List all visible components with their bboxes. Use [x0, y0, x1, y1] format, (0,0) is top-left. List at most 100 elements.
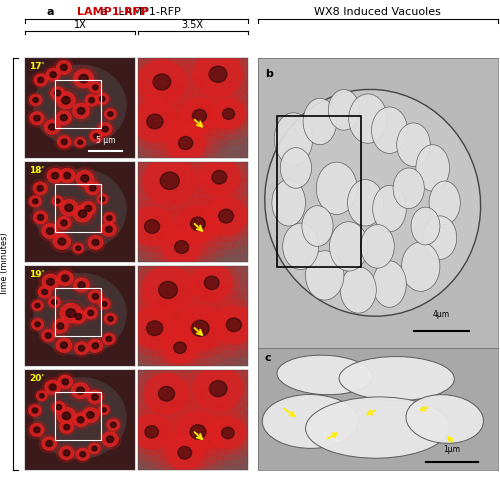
- Circle shape: [76, 246, 80, 251]
- Circle shape: [174, 342, 186, 353]
- Circle shape: [32, 300, 43, 311]
- Circle shape: [102, 301, 107, 306]
- Circle shape: [94, 91, 110, 107]
- Circle shape: [174, 240, 188, 253]
- Circle shape: [103, 333, 115, 345]
- Circle shape: [132, 307, 178, 349]
- Circle shape: [88, 290, 102, 303]
- Circle shape: [142, 156, 198, 206]
- Circle shape: [116, 293, 193, 363]
- Circle shape: [110, 422, 116, 427]
- Circle shape: [195, 368, 242, 410]
- Circle shape: [89, 444, 100, 454]
- Circle shape: [86, 181, 100, 195]
- Circle shape: [182, 176, 270, 256]
- Circle shape: [174, 305, 226, 352]
- Circle shape: [39, 327, 58, 344]
- Circle shape: [38, 271, 62, 293]
- Ellipse shape: [423, 216, 456, 259]
- Circle shape: [32, 199, 38, 204]
- Circle shape: [212, 305, 256, 345]
- Circle shape: [104, 313, 117, 324]
- Circle shape: [52, 196, 63, 206]
- Circle shape: [212, 170, 227, 184]
- Circle shape: [30, 317, 46, 332]
- Circle shape: [85, 205, 91, 211]
- Circle shape: [54, 90, 60, 96]
- Circle shape: [162, 331, 198, 364]
- Circle shape: [88, 390, 102, 404]
- Circle shape: [88, 310, 94, 315]
- Circle shape: [68, 307, 88, 326]
- Circle shape: [84, 307, 97, 319]
- Circle shape: [158, 290, 242, 367]
- Circle shape: [30, 423, 44, 436]
- Circle shape: [165, 124, 206, 162]
- Ellipse shape: [34, 65, 126, 147]
- Circle shape: [99, 429, 122, 449]
- Ellipse shape: [282, 223, 318, 270]
- Circle shape: [34, 115, 40, 121]
- Circle shape: [96, 93, 108, 105]
- Circle shape: [192, 365, 244, 412]
- Circle shape: [81, 202, 96, 215]
- Circle shape: [56, 166, 78, 185]
- Ellipse shape: [262, 395, 358, 448]
- Circle shape: [27, 92, 44, 108]
- Circle shape: [86, 288, 105, 305]
- Circle shape: [194, 82, 264, 145]
- Bar: [276, 116, 360, 267]
- Circle shape: [80, 452, 86, 457]
- Circle shape: [92, 343, 98, 348]
- Circle shape: [153, 74, 170, 90]
- Circle shape: [145, 426, 158, 438]
- Circle shape: [179, 97, 220, 134]
- Circle shape: [34, 74, 47, 86]
- Circle shape: [64, 450, 70, 456]
- Ellipse shape: [274, 113, 312, 165]
- Circle shape: [54, 404, 80, 428]
- Circle shape: [218, 209, 234, 223]
- Circle shape: [102, 408, 106, 412]
- Circle shape: [60, 64, 67, 71]
- Circle shape: [169, 244, 254, 322]
- Circle shape: [144, 267, 193, 312]
- Circle shape: [56, 338, 72, 352]
- Circle shape: [107, 419, 120, 431]
- Circle shape: [97, 194, 108, 204]
- Circle shape: [144, 314, 216, 381]
- Circle shape: [120, 351, 213, 436]
- Ellipse shape: [316, 162, 357, 215]
- Circle shape: [114, 130, 225, 231]
- Circle shape: [34, 182, 47, 194]
- Circle shape: [44, 120, 60, 134]
- Circle shape: [190, 425, 206, 439]
- Circle shape: [82, 305, 100, 321]
- Circle shape: [125, 94, 185, 149]
- Circle shape: [36, 284, 54, 300]
- Text: 19': 19': [30, 270, 45, 279]
- Circle shape: [190, 285, 278, 364]
- Circle shape: [104, 417, 122, 433]
- Circle shape: [90, 131, 102, 142]
- Circle shape: [62, 275, 68, 281]
- Circle shape: [137, 367, 196, 421]
- Circle shape: [73, 136, 88, 149]
- Circle shape: [146, 374, 188, 413]
- Circle shape: [102, 126, 108, 132]
- Circle shape: [210, 416, 246, 450]
- Circle shape: [92, 294, 98, 299]
- Circle shape: [74, 446, 92, 463]
- Circle shape: [98, 123, 112, 135]
- Circle shape: [27, 421, 46, 439]
- Text: a   LAMP1-RFP: a LAMP1-RFP: [102, 7, 181, 17]
- Ellipse shape: [372, 185, 406, 232]
- Circle shape: [144, 158, 195, 204]
- Circle shape: [192, 399, 264, 466]
- Circle shape: [47, 168, 63, 183]
- Circle shape: [55, 199, 60, 203]
- Circle shape: [152, 390, 244, 474]
- Circle shape: [46, 333, 51, 338]
- Ellipse shape: [306, 251, 344, 300]
- Circle shape: [156, 224, 208, 271]
